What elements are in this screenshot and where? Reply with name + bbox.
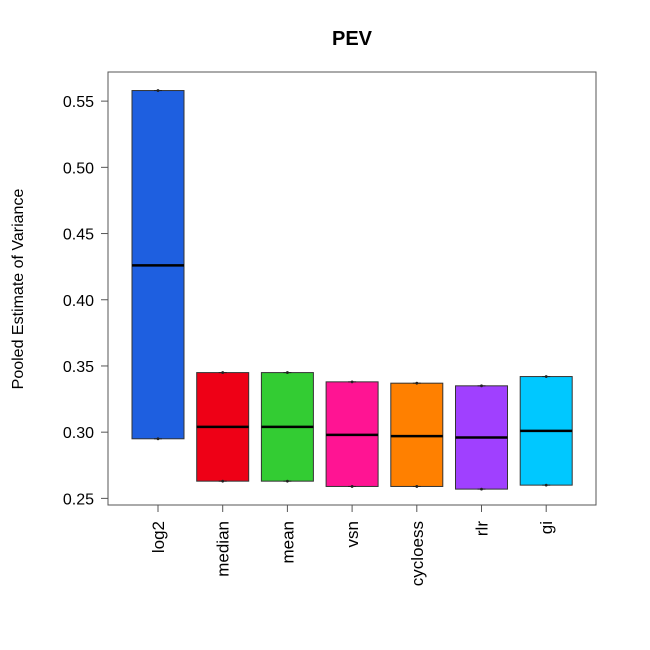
x-axis-labels: log2 median mean vsn cycloess rlr gi — [149, 505, 556, 586]
box-gi — [519, 375, 573, 487]
x-tick-label: gi — [537, 521, 556, 534]
whisker-end-top — [415, 381, 419, 385]
whisker-end-top — [156, 89, 160, 92]
box-vsn — [325, 380, 379, 488]
y-tick-label: 0.50 — [63, 160, 94, 177]
x-tick-label: median — [214, 521, 233, 577]
y-tick-label: 0.45 — [63, 227, 94, 244]
x-tick-label: mean — [278, 521, 297, 564]
y-tick-label: 0.40 — [63, 293, 94, 310]
whisker-end-top — [286, 371, 289, 374]
y-tick-label: 0.30 — [63, 425, 94, 442]
whisker-end-bottom — [286, 479, 289, 483]
box-cycloess — [390, 381, 444, 488]
whisker-end-bottom — [221, 479, 225, 483]
whisker-end-top — [544, 375, 548, 378]
x-tick-label: rlr — [473, 521, 492, 536]
whisker-end-top — [221, 371, 225, 374]
y-tick-label: 0.25 — [63, 491, 94, 508]
y-tick-label: 0.55 — [63, 94, 94, 111]
whisker-end-bottom — [156, 437, 160, 441]
box-rect — [390, 382, 444, 487]
y-axis: 0.25 0.30 0.35 0.40 0.45 0.50 0.55 — [63, 94, 109, 508]
whisker-end-bottom — [480, 487, 483, 491]
whisker-end-top — [350, 380, 354, 384]
x-tick-label: vsn — [343, 521, 362, 547]
whisker-end-bottom — [415, 485, 419, 488]
whisker-end-top — [480, 384, 483, 388]
box-log2 — [131, 89, 185, 441]
whisker-end-bottom — [350, 485, 354, 488]
x-tick-label: cycloess — [408, 521, 427, 586]
box-mean — [260, 371, 314, 483]
y-axis-label: Pooled Estimate of Variance — [10, 189, 27, 390]
box-rlr — [455, 384, 508, 491]
boxes-group — [131, 89, 573, 491]
whisker-end-bottom — [544, 483, 548, 487]
box-median — [196, 371, 250, 483]
x-tick-label: log2 — [149, 521, 168, 553]
chart-title: PEV — [332, 28, 373, 50]
y-tick-label: 0.35 — [63, 359, 94, 376]
